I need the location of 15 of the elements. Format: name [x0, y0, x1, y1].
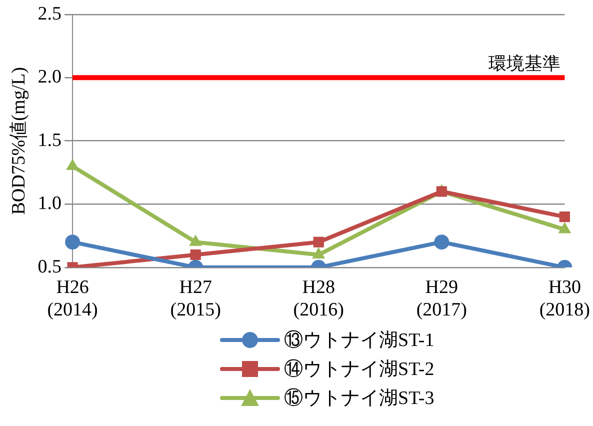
y-tick-label: 2.0 [38, 66, 62, 88]
y-tick-label: 1.0 [38, 193, 62, 214]
legend-label: ⑬ウトナイ湖ST-1 [284, 328, 434, 352]
x-tick-label: H27 (2015) [170, 276, 221, 321]
legend-label: ⑮ウトナイ湖ST-3 [284, 386, 434, 410]
y-tick-label: 0.5 [38, 256, 62, 278]
y-tick-label: 2.5 [38, 3, 62, 24]
x-tick-label: H30 (2018) [539, 276, 590, 321]
y-tick-label: 1.5 [38, 130, 62, 151]
x-tick-label: H29 (2017) [416, 276, 467, 321]
legend-label: ⑭ウトナイ湖ST-2 [284, 358, 434, 382]
ref-line-label: 環境基準 [488, 53, 561, 74]
x-tick-label: H26 (2014) [47, 276, 98, 321]
x-tick-label: H28 (2016) [293, 276, 344, 321]
y-axis-title: BOD75%値(mg/L) [8, 67, 30, 215]
